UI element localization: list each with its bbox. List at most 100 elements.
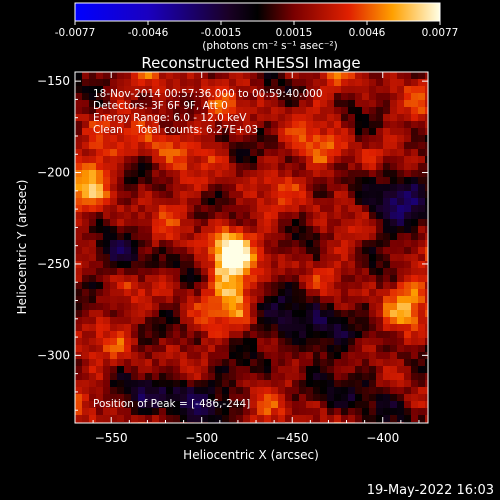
heatmap-cell	[418, 191, 426, 199]
heatmap-cell	[194, 247, 202, 255]
heatmap-cell	[383, 303, 391, 311]
heatmap-cell	[222, 387, 230, 395]
heatmap-cell	[390, 359, 398, 367]
heatmap-cell	[138, 184, 146, 192]
heatmap-cell	[362, 310, 370, 318]
heatmap-cell	[271, 205, 279, 213]
heatmap-cell	[152, 219, 160, 227]
heatmap-cell	[145, 331, 153, 339]
heatmap-cell	[264, 79, 272, 87]
heatmap-cell	[299, 177, 307, 185]
heatmap-cell	[138, 93, 146, 101]
heatmap-cell	[313, 205, 321, 213]
heatmap-cell	[376, 219, 384, 227]
heatmap-cell	[117, 359, 125, 367]
heatmap-cell	[96, 387, 104, 395]
heatmap-cell	[180, 233, 188, 241]
heatmap-cell	[348, 184, 356, 192]
heatmap-cell	[131, 401, 139, 409]
heatmap-cell	[271, 156, 279, 164]
heatmap-cell	[348, 79, 356, 87]
heatmap-cell	[257, 345, 265, 353]
heatmap-cell	[243, 352, 251, 360]
heatmap-cell	[369, 261, 377, 269]
heatmap-cell	[327, 170, 335, 178]
heatmap-cell	[201, 331, 209, 339]
heatmap-cell	[271, 121, 279, 129]
heatmap-cell	[390, 387, 398, 395]
heatmap-cell	[264, 394, 272, 402]
heatmap-cell	[341, 317, 349, 325]
heatmap-cell	[411, 247, 419, 255]
heatmap-cell	[411, 282, 419, 290]
heatmap-cell	[390, 86, 398, 94]
heatmap-cell	[257, 177, 265, 185]
heatmap-cell	[257, 324, 265, 332]
heatmap-cell	[327, 261, 335, 269]
heatmap-cell	[82, 366, 90, 374]
heatmap-cell	[215, 275, 223, 283]
heatmap-cell	[376, 100, 384, 108]
x-tick-label: −500	[185, 431, 218, 445]
heatmap-cell	[313, 366, 321, 374]
heatmap-cell	[194, 373, 202, 381]
heatmap-cell	[390, 261, 398, 269]
heatmap-cell	[145, 359, 153, 367]
heatmap-cell	[131, 79, 139, 87]
heatmap-cell	[243, 380, 251, 388]
heatmap-cell	[418, 128, 426, 136]
heatmap-cell	[250, 212, 258, 220]
heatmap-cell	[159, 170, 167, 178]
heatmap-cell	[271, 380, 279, 388]
heatmap-cell	[159, 240, 167, 248]
heatmap-cell	[89, 345, 97, 353]
heatmap-cell	[376, 268, 384, 276]
heatmap-cell	[180, 219, 188, 227]
heatmap-cell	[194, 387, 202, 395]
heatmap-cell	[236, 401, 244, 409]
heatmap-cell	[201, 219, 209, 227]
heatmap-cell	[243, 331, 251, 339]
heatmap-cell	[222, 296, 230, 304]
heatmap-cell	[222, 163, 230, 171]
heatmap-cell	[299, 93, 307, 101]
heatmap-cell	[152, 275, 160, 283]
heatmap-cell	[96, 317, 104, 325]
heatmap-cell	[124, 156, 132, 164]
heatmap-cell	[110, 233, 118, 241]
heatmap-cell	[187, 128, 195, 136]
heatmap-cell	[306, 142, 314, 150]
heatmap-cell	[145, 177, 153, 185]
heatmap-cell	[159, 128, 167, 136]
heatmap-cell	[418, 240, 426, 248]
heatmap-cell	[82, 163, 90, 171]
heatmap-cell	[96, 163, 104, 171]
heatmap-cell	[397, 289, 405, 297]
heatmap-cell	[201, 170, 209, 178]
heatmap-cell	[250, 121, 258, 129]
heatmap-cell	[110, 359, 118, 367]
heatmap-cell	[243, 219, 251, 227]
heatmap-cell	[264, 254, 272, 262]
heatmap-cell	[362, 282, 370, 290]
heatmap-cell	[187, 387, 195, 395]
heatmap-cell	[103, 191, 111, 199]
heatmap-cell	[320, 338, 328, 346]
heatmap-cell	[418, 380, 426, 388]
heatmap-cell	[89, 135, 97, 143]
heatmap-cell	[334, 86, 342, 94]
heatmap-cell	[110, 170, 118, 178]
heatmap-cell	[201, 212, 209, 220]
heatmap-cell	[257, 93, 265, 101]
heatmap-cell	[376, 415, 384, 423]
heatmap-cell	[383, 226, 391, 234]
heatmap-cell	[341, 100, 349, 108]
heatmap-cell	[82, 86, 90, 94]
heatmap-cell	[152, 408, 160, 416]
heatmap-cell	[131, 380, 139, 388]
heatmap-cell	[418, 198, 426, 206]
heatmap-cell	[376, 184, 384, 192]
heatmap-cell	[194, 359, 202, 367]
heatmap-cell	[82, 359, 90, 367]
heatmap-cell	[117, 268, 125, 276]
